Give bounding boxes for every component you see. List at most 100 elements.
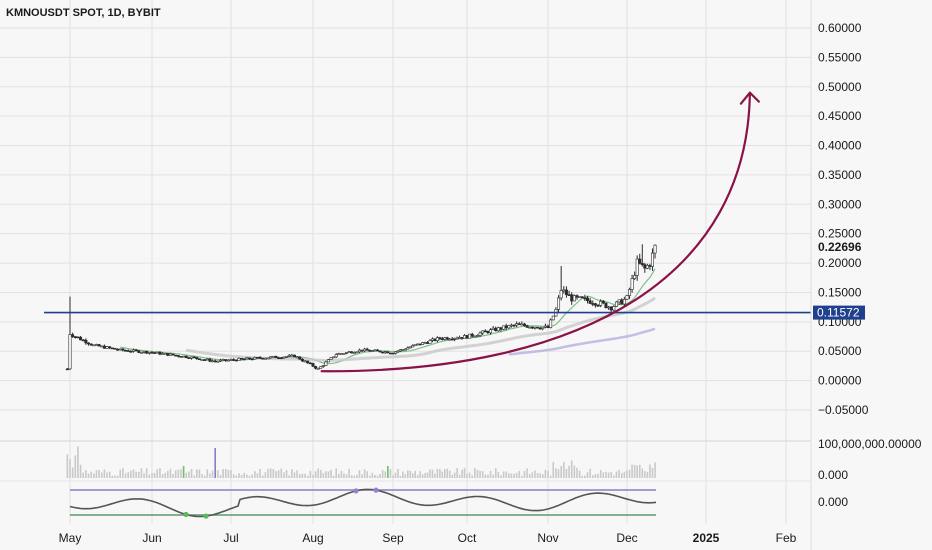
- candle-body: [491, 327, 495, 330]
- candle-body: [483, 330, 487, 333]
- candle-body: [137, 350, 141, 353]
- candle-body: [463, 335, 467, 339]
- candle-body: [163, 353, 167, 355]
- candle-body: [73, 336, 77, 338]
- candle-body: [512, 324, 516, 327]
- candle-body: [65, 368, 69, 371]
- volume-bar: [182, 466, 185, 478]
- candle-body: [350, 351, 354, 354]
- chart-title: KMNOUSDT SPOT, 1D, BYBIT: [6, 7, 161, 19]
- candle-body: [71, 334, 75, 337]
- candle-body: [255, 357, 259, 359]
- volume-bar: [269, 468, 272, 478]
- candle-body: [557, 297, 561, 310]
- oscillator-axis-label-1: 0.000: [818, 468, 848, 482]
- candle-body: [240, 358, 244, 360]
- volume-bar: [217, 470, 219, 478]
- candle-body: [342, 353, 346, 355]
- candle-body: [298, 356, 302, 360]
- volume-bar: [602, 472, 605, 478]
- candle-body: [489, 329, 493, 334]
- volume-bar: [272, 468, 275, 478]
- candle-body: [433, 338, 437, 341]
- candle-body: [601, 301, 605, 304]
- candle-body: [549, 319, 553, 329]
- candle-body: [381, 351, 385, 354]
- volume-bar: [322, 473, 325, 478]
- volume-bar: [466, 473, 468, 478]
- price-axis[interactable]: 0.60000 0.55000 0.50000 0.45000 0.40000 0.350…: [818, 21, 869, 417]
- candle-body: [504, 325, 508, 329]
- volume-bar: [172, 473, 174, 478]
- candle-body: [113, 347, 117, 350]
- volume-bar: [479, 470, 481, 478]
- candle-body: [520, 323, 524, 326]
- volume-bar: [397, 468, 399, 478]
- volume-bar: [431, 469, 434, 478]
- volume-bar: [448, 470, 451, 478]
- candle-body: [326, 359, 330, 363]
- volume-bar: [389, 469, 392, 478]
- volume-bar: [456, 468, 458, 478]
- candle-body: [337, 353, 341, 355]
- volume-pane: [66, 446, 656, 478]
- volume-bar: [563, 461, 565, 478]
- candle-body: [583, 297, 587, 300]
- volume-bar: [505, 471, 507, 478]
- volume-bar: [557, 469, 560, 478]
- volume-bar: [174, 470, 177, 478]
- candle-body: [216, 360, 220, 363]
- volume-bar: [547, 470, 549, 478]
- candle-body: [438, 337, 442, 339]
- volume-bar: [330, 469, 332, 478]
- volume-bar: [198, 469, 201, 478]
- candle-body: [94, 344, 98, 346]
- candle-body: [192, 356, 196, 359]
- volume-bar: [288, 475, 290, 478]
- volume-bar: [549, 475, 552, 478]
- candle-body: [630, 278, 634, 290]
- volume-bar: [164, 472, 166, 478]
- candle-body: [403, 348, 407, 351]
- curve-arrowhead: [739, 91, 760, 105]
- candle-body: [648, 265, 652, 267]
- y-tick-label: 0.45000: [818, 109, 862, 123]
- candle-body: [316, 367, 320, 370]
- y-tick-label: 0.00000: [818, 374, 862, 388]
- candle-body: [401, 349, 405, 351]
- candle-body: [585, 297, 589, 302]
- candle-body: [168, 353, 172, 356]
- candle-body: [378, 350, 382, 353]
- volume-bar: [361, 474, 363, 478]
- volume-bar: [568, 465, 570, 478]
- volume-bar: [235, 475, 238, 478]
- candle-body: [237, 358, 241, 362]
- candle-body: [218, 359, 222, 362]
- volume-bar: [468, 472, 471, 478]
- parabolic-curve[interactable]: [320, 92, 751, 373]
- volume-bar: [494, 468, 497, 478]
- time-axis[interactable]: May Jun Jul Aug Sep Oct Nov Dec 2025 Feb: [59, 531, 797, 545]
- candle-body: [179, 356, 183, 358]
- volume-bar: [536, 473, 539, 478]
- candle-body: [250, 358, 254, 361]
- candle-body: [543, 325, 547, 328]
- volume-bar: [518, 471, 521, 478]
- candle-body: [282, 356, 286, 359]
- x-tick-label: Oct: [458, 531, 477, 545]
- candle-body: [604, 302, 608, 309]
- volume-bar: [411, 473, 414, 478]
- candle-body: [620, 299, 624, 305]
- volume-bar: [353, 475, 356, 478]
- candle-body: [84, 339, 88, 344]
- candle-body: [226, 359, 230, 362]
- volume-bar: [224, 468, 227, 478]
- volume-bar: [402, 471, 404, 478]
- candle-body: [567, 294, 571, 296]
- candle-body: [153, 352, 157, 354]
- volume-bar: [338, 473, 340, 478]
- volume-bar: [513, 473, 515, 478]
- candle-body: [376, 349, 380, 352]
- volume-bar: [623, 471, 626, 478]
